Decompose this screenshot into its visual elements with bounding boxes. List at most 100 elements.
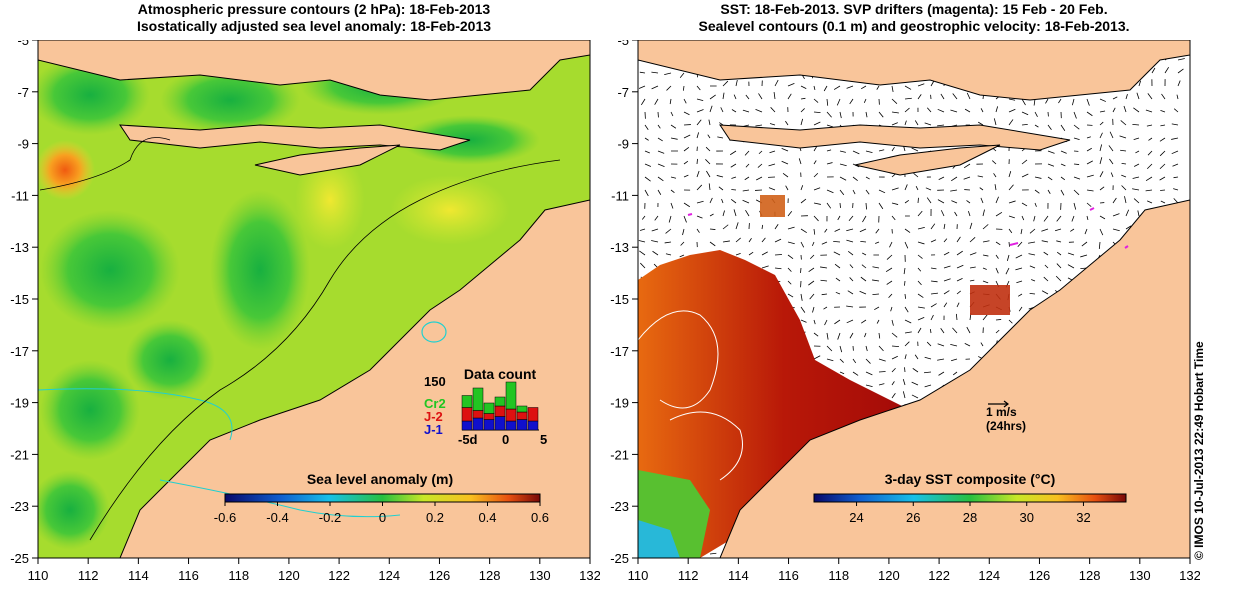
velocity-vector (1138, 80, 1141, 87)
velocity-vector (917, 267, 922, 272)
velocity-vector (1021, 98, 1026, 106)
velocity-vector (1151, 67, 1156, 74)
velocity-vector (904, 341, 910, 347)
velocity-vector (835, 277, 841, 282)
velocity-vector (982, 314, 988, 321)
data-count-bar-j1 (461, 420, 473, 431)
velocity-vector (956, 264, 964, 269)
velocity-vector (1132, 176, 1140, 179)
velocity-vector (1060, 150, 1067, 154)
velocity-vector (657, 163, 665, 167)
velocity-vector (1071, 215, 1075, 222)
data-count-bar-j2 (472, 410, 484, 419)
velocity-vector (878, 383, 885, 386)
velocity-vector (644, 150, 650, 154)
data-count-x-tick: 5 (540, 432, 547, 447)
velocity-vector (929, 328, 932, 334)
velocity-vector (1161, 93, 1166, 100)
velocity-vector (657, 189, 662, 195)
velocity-vector (889, 241, 893, 248)
velocity-vector (1043, 215, 1049, 222)
data-count-bar-cr2 (472, 387, 484, 411)
data-count-bar-j1 (483, 419, 495, 431)
velocity-vector (1133, 107, 1140, 113)
velocity-vector (1148, 137, 1153, 141)
velocity-vector (670, 189, 675, 194)
velocity-vector (787, 93, 792, 100)
velocity-vector (980, 342, 984, 347)
velocity-vector (917, 327, 922, 334)
velocity-vector (731, 109, 737, 113)
velocity-vector (1099, 110, 1106, 113)
velocity-vector (670, 111, 674, 117)
velocity-vector (930, 223, 936, 230)
velocity-vector (917, 94, 922, 100)
velocity-vector (872, 293, 880, 295)
velocity-vector (722, 224, 729, 230)
velocity-vector (1015, 267, 1023, 271)
velocity-vector (682, 85, 685, 91)
velocity-vector (904, 199, 910, 204)
velocity-vector (865, 345, 868, 352)
velocity-vector (904, 319, 912, 324)
velocity-vector (964, 108, 971, 113)
velocity-vector (846, 305, 854, 308)
velocity-vector (834, 319, 841, 325)
velocity-vector (787, 254, 794, 260)
velocity-vector (865, 150, 873, 154)
velocity-vector (1021, 111, 1029, 116)
velocity-vector (1098, 241, 1101, 249)
velocity-vector (826, 124, 834, 128)
australia-land (719, 40, 1190, 558)
velocity-vector (665, 253, 672, 256)
velocity-vector (644, 137, 649, 141)
velocity-vector (926, 197, 932, 204)
velocity-vector (744, 150, 750, 156)
velocity-vector (826, 162, 833, 165)
right-lon-tick: 130 (1129, 568, 1151, 583)
velocity-vector (1120, 149, 1127, 152)
velocity-vector (833, 240, 841, 243)
data-count-bar-j1 (505, 420, 517, 431)
velocity-vector (1160, 109, 1166, 113)
velocity-vector (839, 163, 847, 167)
velocity-vector (813, 160, 817, 165)
sea-level-colorbar-tick: 0.4 (478, 510, 496, 525)
right-panel-title: SST: 18-Feb-2013. SVP drifters (magenta)… (638, 1, 1190, 35)
velocity-vector (696, 170, 700, 178)
velocity-vector (977, 175, 984, 178)
timor-island (854, 144, 1001, 176)
data-count-bar-j2 (494, 405, 506, 417)
right-title-line1: SST: 18-Feb-2013. SVP drifters (magenta)… (720, 1, 1108, 17)
velocity-vector (950, 189, 958, 192)
velocity-vector (657, 176, 664, 182)
velocity-vector (865, 202, 867, 210)
velocity-vector (682, 228, 685, 236)
velocity-vector (852, 371, 859, 376)
velocity-vector (638, 85, 646, 89)
java-land (638, 40, 1190, 101)
velocity-vector (1159, 176, 1166, 181)
velocity-vector (1177, 68, 1184, 74)
velocity-vector (756, 176, 763, 181)
velocity-vector (904, 97, 912, 100)
velocity-vector (1043, 276, 1049, 282)
velocity-vector (954, 211, 958, 217)
velocity-vector (640, 262, 646, 269)
velocity-vector (963, 176, 971, 180)
velocity-vector (813, 121, 821, 126)
velocity-vector (872, 279, 880, 282)
velocity-vector (1133, 137, 1140, 140)
velocity-vector (848, 215, 854, 222)
velocity-vector (826, 189, 834, 194)
velocity-vector (891, 202, 899, 205)
velocity-vector (925, 187, 932, 191)
velocity-vector (969, 222, 973, 230)
velocity-vector (787, 280, 792, 285)
sst-colorbar-tick: 30 (1019, 510, 1033, 525)
right-lon-tick: 124 (978, 568, 1000, 583)
right-lon-tick: 126 (1029, 568, 1051, 583)
velocity-vector (1047, 124, 1052, 130)
velocity-vector (800, 85, 807, 90)
velocity-vector (781, 160, 789, 165)
